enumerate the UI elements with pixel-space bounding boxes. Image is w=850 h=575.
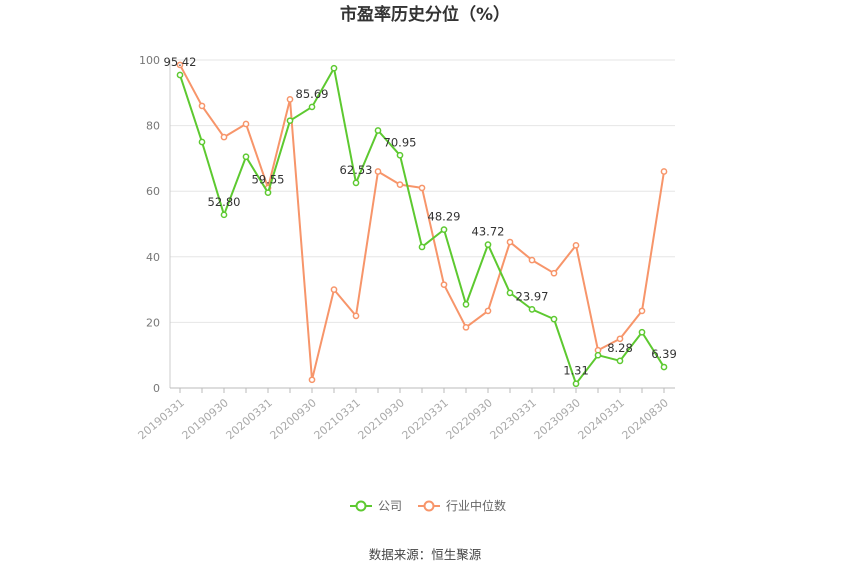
data-point <box>528 306 536 313</box>
data-point <box>550 269 558 277</box>
y-tick-label: 0 <box>153 382 160 395</box>
data-point <box>484 307 492 315</box>
data-point <box>506 289 514 297</box>
series-company <box>176 64 668 388</box>
legend-marker <box>355 500 367 512</box>
data-point <box>660 168 668 175</box>
data-point <box>660 363 668 371</box>
data-point <box>594 351 602 359</box>
data-point <box>440 226 448 233</box>
data-point <box>484 241 492 248</box>
data-point <box>352 312 360 320</box>
y-axis: 0 20 40 60 80 100 <box>139 54 171 395</box>
x-tick-label: 20200331 <box>224 396 275 442</box>
data-point <box>286 117 294 125</box>
series-layer <box>176 61 668 388</box>
data-label: 95.42 <box>164 55 197 69</box>
x-tick-label: 20190331 <box>136 396 187 442</box>
data-point <box>198 102 206 110</box>
data-point <box>528 256 536 264</box>
x-tick-label: 20230331 <box>488 396 539 442</box>
x-tick-label: 20210331 <box>312 396 363 442</box>
data-point <box>176 71 184 79</box>
data-source: 数据来源：恒生聚源 <box>369 547 482 562</box>
data-point <box>616 335 624 343</box>
series-line <box>179 67 665 385</box>
data-label: 1.31 <box>563 364 589 378</box>
y-tick-label: 40 <box>146 251 160 264</box>
data-point <box>374 127 382 134</box>
data-point <box>638 328 646 336</box>
data-label: 23.97 <box>516 289 549 303</box>
data-point <box>220 211 228 219</box>
data-label: 6.39 <box>651 347 677 361</box>
x-tick-label: 20210930 <box>356 396 407 442</box>
data-point <box>572 241 580 249</box>
y-tick-label: 60 <box>146 185 160 198</box>
data-point <box>616 357 624 365</box>
data-point <box>330 64 338 72</box>
data-point <box>242 153 250 161</box>
data-point <box>286 96 294 103</box>
data-point <box>462 301 470 308</box>
x-tick-label: 20240331 <box>576 396 627 442</box>
x-tick-label: 20220331 <box>400 396 451 442</box>
data-point <box>550 315 558 323</box>
series-line <box>179 64 665 381</box>
data-label: 48.29 <box>428 210 461 224</box>
x-tick-label: 20230930 <box>532 396 583 442</box>
data-labels: 95.42 52.80 59.55 85.69 62.53 70.95 48.29 43.72… <box>164 55 677 378</box>
x-tick-label: 20220930 <box>444 396 495 442</box>
legend-item-company[interactable]: 公司 <box>350 499 402 513</box>
x-tick-label: 20200930 <box>268 396 319 442</box>
series-industry-median <box>176 61 668 384</box>
data-point <box>308 376 316 384</box>
data-point <box>220 133 228 141</box>
data-point <box>638 307 646 315</box>
legend-marker <box>423 500 435 512</box>
data-point <box>396 181 404 188</box>
data-point <box>330 286 338 293</box>
data-label: 52.80 <box>208 195 241 209</box>
legend-label: 公司 <box>378 499 402 513</box>
chart-title: 市盈率历史分位（%） <box>340 4 510 25</box>
data-point <box>198 138 206 146</box>
data-point <box>396 151 404 159</box>
data-point <box>440 281 448 289</box>
legend-item-industry-median[interactable]: 行业中位数 <box>418 498 506 513</box>
data-label: 70.95 <box>384 135 417 149</box>
data-label: 62.53 <box>340 163 373 177</box>
y-tick-label: 20 <box>146 316 160 329</box>
data-point <box>352 179 360 187</box>
data-point <box>264 189 272 197</box>
x-axis: 2019033120190930202003312020093020210331… <box>136 387 675 442</box>
data-label: 59.55 <box>252 173 285 187</box>
legend-label: 行业中位数 <box>446 498 506 513</box>
data-point <box>176 61 184 69</box>
data-point <box>418 243 426 251</box>
data-label: 8.28 <box>607 341 633 355</box>
data-point <box>572 380 580 388</box>
legend[interactable]: 公司 行业中位数 <box>350 498 506 513</box>
data-point <box>308 103 316 111</box>
y-tick-label: 80 <box>146 120 160 133</box>
data-point <box>506 238 514 246</box>
data-point <box>462 323 470 331</box>
data-point <box>374 168 382 175</box>
grid-lines <box>170 59 675 389</box>
x-tick-label: 20190930 <box>180 396 231 442</box>
data-point <box>242 120 250 128</box>
data-label: 43.72 <box>472 225 505 239</box>
data-label: 85.69 <box>296 87 329 101</box>
data-point <box>418 184 426 192</box>
y-tick-label: 100 <box>139 54 160 67</box>
x-tick-label: 20240830 <box>620 396 671 442</box>
